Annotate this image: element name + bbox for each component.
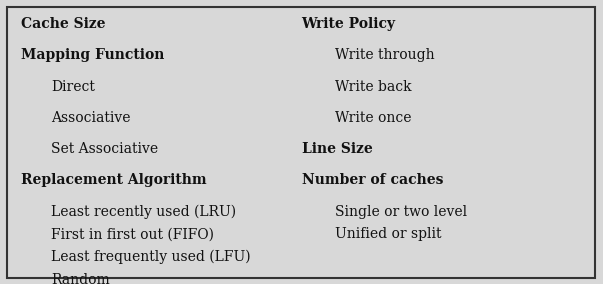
Text: Write back: Write back xyxy=(335,80,411,94)
Text: Write Policy: Write Policy xyxy=(302,17,396,31)
Text: Replacement Algorithm: Replacement Algorithm xyxy=(21,173,207,187)
Text: Number of caches: Number of caches xyxy=(302,173,443,187)
Text: Set Associative: Set Associative xyxy=(51,142,159,156)
Text: Mapping Function: Mapping Function xyxy=(21,48,165,62)
Text: Cache Size: Cache Size xyxy=(21,17,106,31)
Text: Least frequently used (LFU): Least frequently used (LFU) xyxy=(51,250,251,264)
Text: Associative: Associative xyxy=(51,111,131,125)
Text: Line Size: Line Size xyxy=(302,142,372,156)
Text: First in first out (FIFO): First in first out (FIFO) xyxy=(51,227,214,241)
Text: Direct: Direct xyxy=(51,80,95,94)
Text: Unified or split: Unified or split xyxy=(335,227,441,241)
Text: Write through: Write through xyxy=(335,48,434,62)
Text: Random: Random xyxy=(51,273,110,284)
Text: Least recently used (LRU): Least recently used (LRU) xyxy=(51,204,236,219)
Text: Single or two level: Single or two level xyxy=(335,204,467,219)
Text: Write once: Write once xyxy=(335,111,411,125)
